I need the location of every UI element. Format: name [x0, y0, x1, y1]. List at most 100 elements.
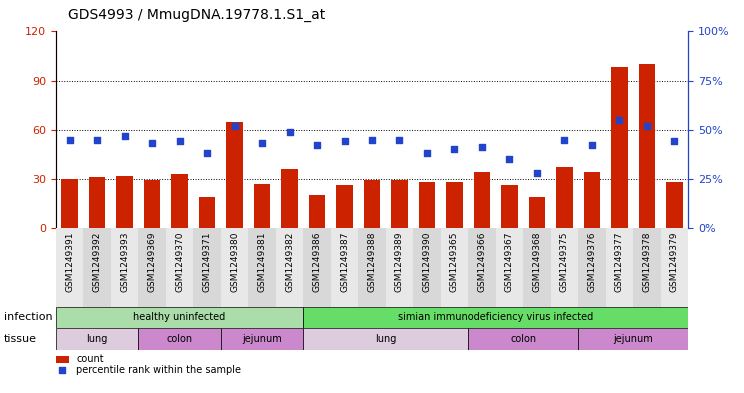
Bar [331, 228, 359, 307]
Text: GSM1249387: GSM1249387 [340, 232, 349, 292]
Text: colon: colon [510, 334, 536, 344]
Bar [254, 184, 270, 228]
Bar [221, 228, 248, 307]
Text: healthy uninfected: healthy uninfected [133, 312, 225, 322]
Text: simian immunodeficiency virus infected: simian immunodeficiency virus infected [398, 312, 594, 322]
Bar [557, 167, 573, 228]
Text: GSM1249376: GSM1249376 [588, 232, 597, 292]
Bar [633, 228, 661, 307]
Bar [221, 328, 304, 350]
Text: lung: lung [86, 334, 108, 344]
Bar [309, 195, 325, 228]
Text: GSM1249386: GSM1249386 [312, 232, 321, 292]
Bar [496, 228, 523, 307]
Text: GSM1249382: GSM1249382 [285, 232, 294, 292]
Text: GSM1249380: GSM1249380 [230, 232, 239, 292]
Point [504, 156, 516, 162]
Text: GSM1249378: GSM1249378 [643, 232, 652, 292]
Bar [56, 307, 304, 328]
Bar [474, 172, 490, 228]
Bar [529, 197, 545, 228]
Bar [578, 328, 688, 350]
Point [201, 150, 213, 156]
Text: infection: infection [4, 312, 52, 322]
Text: GSM1249371: GSM1249371 [202, 232, 211, 292]
Text: lung: lung [375, 334, 397, 344]
Text: GSM1249393: GSM1249393 [120, 232, 129, 292]
Text: colon: colon [167, 334, 193, 344]
Point [283, 129, 295, 135]
Bar [468, 228, 496, 307]
Point [146, 140, 158, 147]
Bar [413, 228, 440, 307]
Text: GSM1249369: GSM1249369 [147, 232, 156, 292]
Text: GDS4993 / MmugDNA.19778.1.S1_at: GDS4993 / MmugDNA.19778.1.S1_at [68, 8, 326, 22]
Bar [551, 228, 578, 307]
Text: percentile rank within the sample: percentile rank within the sample [76, 365, 241, 375]
Bar [446, 182, 463, 228]
Point [586, 142, 598, 149]
Text: GSM1249375: GSM1249375 [560, 232, 569, 292]
Bar [385, 228, 413, 307]
Text: GSM1249366: GSM1249366 [478, 232, 487, 292]
Bar [281, 169, 298, 228]
Text: tissue: tissue [4, 334, 36, 344]
Text: GSM1249391: GSM1249391 [65, 232, 74, 292]
Bar [612, 68, 628, 228]
Bar [276, 228, 304, 307]
Text: GSM1249365: GSM1249365 [450, 232, 459, 292]
Bar [606, 228, 633, 307]
Bar [89, 177, 106, 228]
Bar [226, 121, 243, 228]
Bar [304, 228, 331, 307]
Bar [144, 180, 160, 228]
Bar [661, 228, 688, 307]
Text: count: count [76, 354, 104, 364]
Point [173, 138, 185, 145]
Text: GSM1249392: GSM1249392 [92, 232, 101, 292]
Bar [666, 182, 683, 228]
Point [641, 123, 653, 129]
Bar [61, 179, 78, 228]
Text: GSM1249388: GSM1249388 [368, 232, 376, 292]
Text: GSM1249379: GSM1249379 [670, 232, 679, 292]
Bar [359, 228, 385, 307]
Bar [56, 356, 68, 363]
Point [476, 144, 488, 151]
Text: jejunum: jejunum [242, 334, 282, 344]
Point [311, 142, 323, 149]
Bar [116, 176, 132, 228]
Bar [193, 228, 221, 307]
Text: GSM1249390: GSM1249390 [423, 232, 432, 292]
Text: GSM1249389: GSM1249389 [395, 232, 404, 292]
Bar [138, 328, 221, 350]
Point [531, 170, 543, 176]
Bar [468, 328, 578, 350]
Bar [440, 228, 468, 307]
Bar [111, 228, 138, 307]
Bar [304, 328, 468, 350]
Bar [171, 174, 187, 228]
Bar [83, 228, 111, 307]
Point [614, 117, 626, 123]
Point [669, 138, 681, 145]
Bar [199, 197, 215, 228]
Text: GSM1249377: GSM1249377 [615, 232, 624, 292]
Text: GSM1249370: GSM1249370 [175, 232, 184, 292]
Bar [584, 172, 600, 228]
Text: GSM1249381: GSM1249381 [257, 232, 266, 292]
Bar [501, 185, 518, 228]
Bar [304, 307, 688, 328]
Point [63, 136, 75, 143]
Text: GSM1249368: GSM1249368 [533, 232, 542, 292]
Point [339, 138, 350, 145]
Point [228, 123, 240, 129]
Point [366, 136, 378, 143]
Bar [419, 182, 435, 228]
Point [559, 136, 571, 143]
Point [57, 367, 68, 373]
Point [256, 140, 268, 147]
Bar [336, 185, 353, 228]
Point [91, 136, 103, 143]
Bar [578, 228, 606, 307]
